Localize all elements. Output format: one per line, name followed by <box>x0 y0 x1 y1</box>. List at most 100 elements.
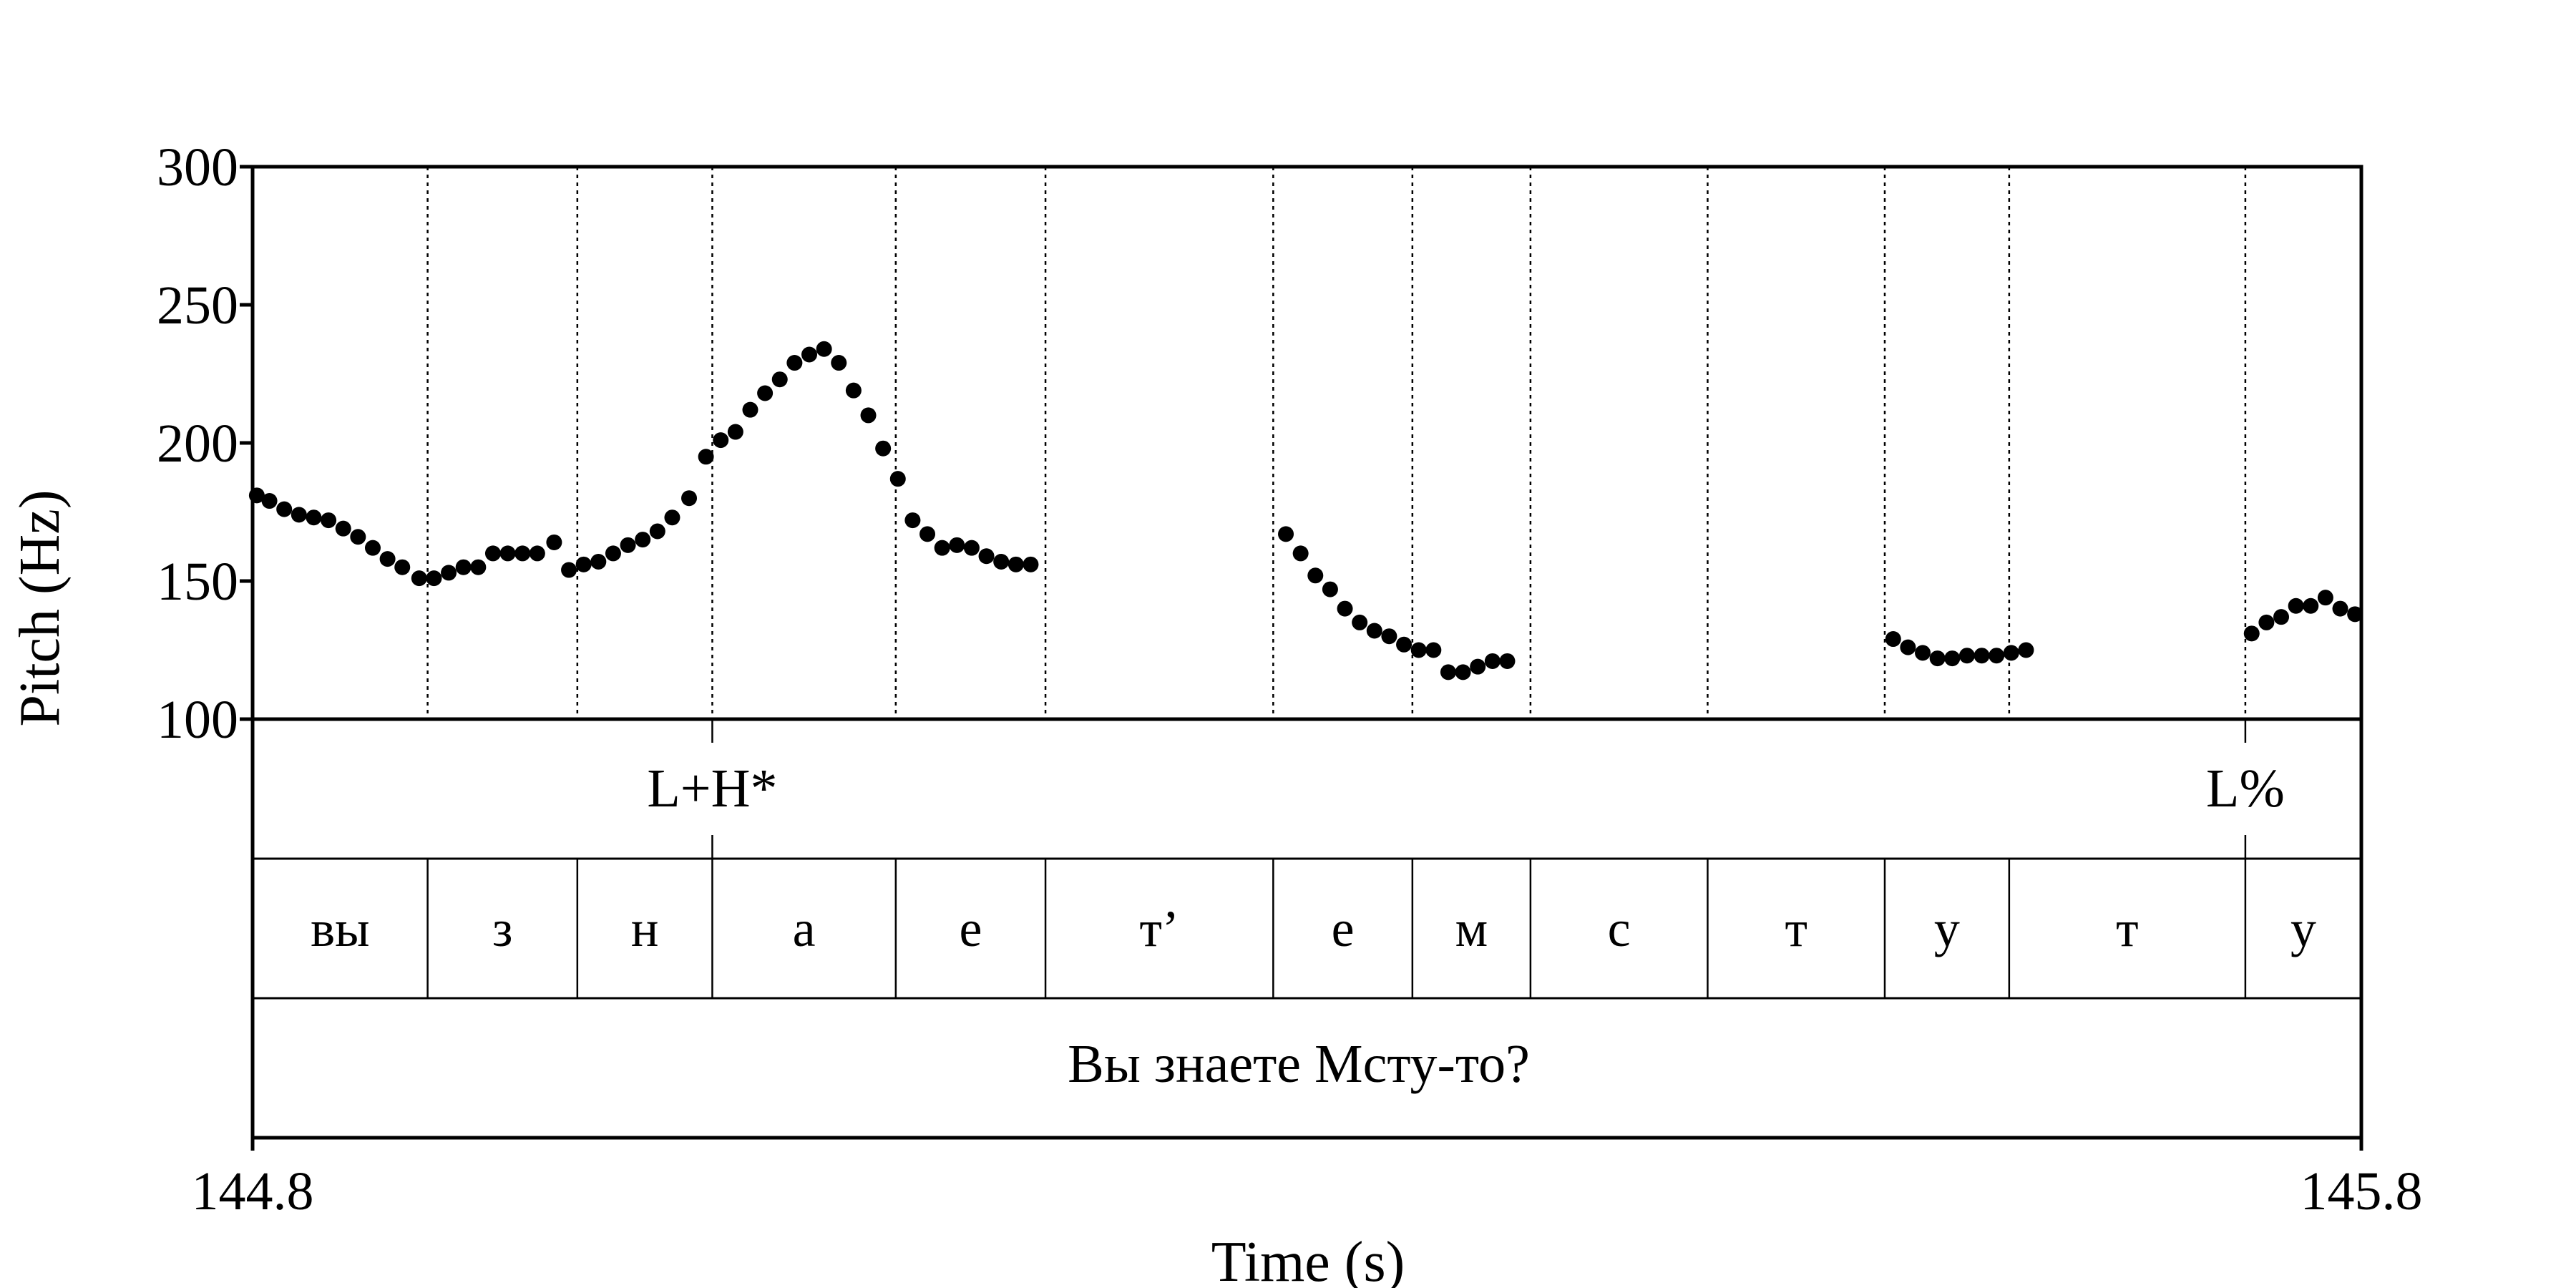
pitch-point <box>1322 581 1338 597</box>
sentence-label: Вы знаете Мсту-то? <box>1068 1034 1530 1094</box>
y-tick-label: 250 <box>157 275 238 336</box>
pitch-point <box>499 545 516 562</box>
pitch-point <box>1292 545 1309 562</box>
pitch-point <box>1944 650 1961 667</box>
tone-tier: L+H* L% <box>647 719 2285 859</box>
pitch-point <box>1008 556 1024 572</box>
pitch-point <box>590 553 607 570</box>
pitch-point <box>1307 567 1324 584</box>
pitch-point <box>2243 625 2260 642</box>
segment-label: н <box>631 900 659 957</box>
pitch-point <box>875 440 892 457</box>
pitch-point <box>845 382 862 399</box>
pitch-point <box>2303 597 2319 614</box>
pitch-point <box>605 545 621 562</box>
pitch-point <box>1885 631 1901 648</box>
pitch-point <box>993 553 1010 570</box>
pitch-point <box>1455 664 1471 680</box>
segment-tier: вы з н а е т’ е м с т у т у <box>311 900 2316 957</box>
pitch-point <box>816 341 832 357</box>
pitch-point <box>261 493 278 509</box>
tone-label: L% <box>2206 758 2285 819</box>
pitch-point <box>335 520 351 537</box>
pitch-point <box>1352 614 1368 630</box>
pitch-point <box>1929 650 1946 667</box>
pitch-point <box>2332 600 2348 617</box>
pitch-point <box>2288 597 2304 614</box>
segment-label: т <box>2116 900 2138 957</box>
pitch-point <box>904 512 921 529</box>
pitch-point <box>2317 590 2333 606</box>
pitch-point <box>248 487 265 504</box>
pitch-point <box>635 532 651 548</box>
pitch-point <box>831 355 847 371</box>
y-tick-label: 100 <box>157 690 238 750</box>
pitch-point <box>889 471 906 487</box>
y-tick-label: 300 <box>157 137 238 197</box>
x-tick-label-left: 144.8 <box>192 1161 314 1221</box>
pitch-point <box>1278 526 1294 542</box>
y-tick-label: 150 <box>157 552 238 612</box>
pitch-point <box>1396 636 1413 653</box>
pitch-point <box>1900 639 1916 655</box>
pitch-point <box>484 545 501 562</box>
tone-label: L+H* <box>647 758 777 819</box>
pitch-point <box>1974 648 1990 664</box>
pitch-point <box>426 570 442 587</box>
pitch-point <box>441 565 457 581</box>
pitch-point <box>1989 648 2005 664</box>
pitch-point <box>1366 623 1382 639</box>
pitch-point <box>394 559 411 575</box>
pitch-point <box>1337 600 1353 617</box>
y-tick-label: 200 <box>157 414 238 474</box>
pitch-point <box>1915 645 1931 661</box>
pitch-point <box>757 385 774 401</box>
pitch-point <box>1484 653 1501 669</box>
pitch-point <box>727 424 743 440</box>
segment-boundaries <box>426 167 2247 998</box>
segment-label: е <box>1332 900 1355 957</box>
segment-label: у <box>1934 900 1960 957</box>
pitch-point <box>786 355 803 371</box>
pitch-point <box>649 523 665 540</box>
pitch-point <box>771 371 788 388</box>
pitch-point <box>350 529 366 545</box>
pitch-point <box>2273 609 2290 625</box>
pitch-point <box>379 551 396 567</box>
pitch-point <box>575 556 592 572</box>
pitch-plot-frame <box>250 165 2363 721</box>
pitch-point <box>2347 606 2363 623</box>
pitch-point <box>321 512 337 529</box>
pitch-point <box>978 548 995 565</box>
pitch-point <box>698 449 714 465</box>
segment-label: з <box>492 900 512 957</box>
pitch-point <box>713 432 729 449</box>
pitch-point <box>934 540 950 556</box>
pitch-point <box>1958 648 1975 664</box>
pitch-point <box>1470 658 1486 675</box>
pitch-point <box>546 534 562 550</box>
pitch-points <box>248 341 2363 680</box>
pitch-point <box>620 537 636 553</box>
pitch-point <box>860 407 877 424</box>
pitch-point <box>742 401 758 418</box>
y-axis-label: Pitch (Hz) <box>9 489 72 726</box>
pitch-point <box>514 545 531 562</box>
pitch-point <box>1425 642 1442 658</box>
segment-label: вы <box>311 900 369 957</box>
pitch-point <box>2258 614 2275 630</box>
pitch-point <box>2003 645 2019 661</box>
pitch-point <box>919 526 936 542</box>
pitch-point <box>306 509 322 526</box>
pitch-point <box>470 559 487 575</box>
pitch-point <box>2018 642 2034 658</box>
pitch-point <box>1381 628 1397 645</box>
segment-label: м <box>1455 900 1488 957</box>
pitch-point <box>1410 642 1427 658</box>
pitch-point <box>664 509 680 526</box>
pitch-point <box>529 545 545 562</box>
segment-label: т <box>1785 900 1807 957</box>
pitch-point <box>1499 653 1516 669</box>
pitch-point <box>411 570 427 587</box>
segment-label: е <box>959 900 982 957</box>
